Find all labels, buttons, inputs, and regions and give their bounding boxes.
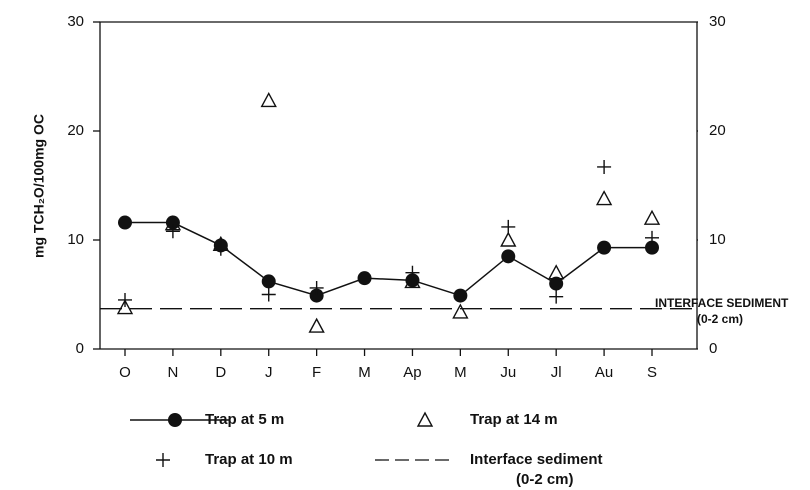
y-tick-label: 10 <box>67 231 84 248</box>
marker-circle <box>645 240 659 255</box>
x-tick-label: Jl <box>551 364 562 381</box>
marker-triangle <box>416 411 434 427</box>
marker-plus <box>165 224 180 239</box>
reference-label: (0-2 cm) <box>697 312 743 326</box>
marker-plus <box>261 287 276 302</box>
x-tick-label: O <box>119 364 131 381</box>
x-tick-label: F <box>312 364 321 381</box>
marker-plus <box>309 280 324 295</box>
marker-plus <box>405 265 420 280</box>
x-tick-label: J <box>265 364 273 381</box>
marker-triangle <box>452 303 469 319</box>
x-tick-label: M <box>358 364 371 381</box>
marker-circle <box>168 413 182 427</box>
x-tick-label: S <box>647 364 657 381</box>
plot-frame <box>99 21 698 349</box>
marker-plus <box>549 289 564 304</box>
marker-triangle <box>595 190 613 206</box>
marker-plus <box>597 159 612 174</box>
y2-tick-label: 10 <box>709 231 726 248</box>
y-tick-label: 0 <box>76 340 84 357</box>
y2-tick-label: 0 <box>709 340 717 357</box>
marker-plus <box>118 292 132 307</box>
series-line <box>125 221 652 297</box>
legend-label: Trap at 10 m <box>205 451 293 468</box>
marker-triangle <box>308 317 325 333</box>
marker-triangle <box>404 272 421 289</box>
marker-triangle <box>260 92 277 108</box>
x-tick-label: D <box>215 364 226 381</box>
marker-circle <box>597 240 612 255</box>
x-tick-label: Ju <box>500 364 516 381</box>
legend-label: (0-2 cm) <box>516 471 574 488</box>
marker-circle <box>118 215 132 230</box>
y2-tick-label: 20 <box>709 122 726 139</box>
legend-label: Interface sediment <box>470 451 603 468</box>
marker-circle <box>165 215 180 230</box>
x-tick-label: Au <box>595 364 613 381</box>
y-tick-label: 20 <box>67 122 84 139</box>
marker-plus <box>501 219 516 234</box>
x-tick-label: N <box>167 364 178 381</box>
marker-circle <box>309 288 324 303</box>
marker-plus <box>645 230 659 245</box>
marker-circle <box>453 288 468 303</box>
marker-triangle <box>116 299 134 315</box>
reference-label: INTERFACE SEDIMENT <box>655 296 789 310</box>
y-tick-label: 30 <box>67 13 84 30</box>
marker-circle <box>357 271 372 286</box>
y-axis-label: mg TCH₂O/100mg OC <box>31 114 47 258</box>
marker-plus <box>156 453 170 467</box>
marker-triangle <box>643 209 661 225</box>
marker-circle <box>261 274 276 289</box>
marker-circle <box>549 276 564 291</box>
x-tick-label: M <box>454 364 467 381</box>
marker-triangle <box>500 231 517 247</box>
y2-tick-label: 30 <box>709 13 726 30</box>
marker-plus <box>213 241 228 256</box>
marker-triangle <box>548 264 565 280</box>
legend-label: Trap at 5 m <box>205 411 284 428</box>
marker-circle <box>405 273 420 288</box>
legend-label: Trap at 14 m <box>470 411 558 428</box>
marker-circle <box>501 249 516 264</box>
x-tick-label: Ap <box>403 364 421 381</box>
